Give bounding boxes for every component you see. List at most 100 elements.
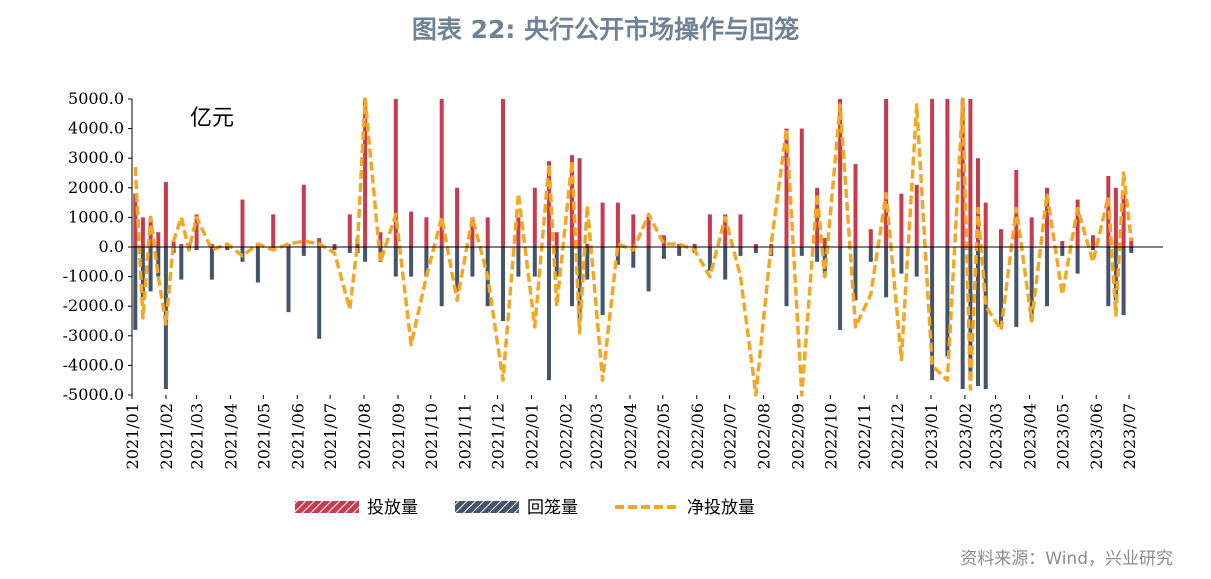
invest-bar xyxy=(424,217,429,247)
invest-bar xyxy=(347,214,352,247)
x-tick-label: 2021/08 xyxy=(355,403,374,469)
withdraw-bar xyxy=(1014,247,1019,327)
withdraw-bar xyxy=(317,247,322,339)
y-axis-ticks: 5000.0 4000.0 3000.0 2000.0 1000.0 0.0 -1000.0… xyxy=(63,89,132,404)
source-note: 资料来源：Wind，兴业研究 xyxy=(960,549,1173,569)
withdraw-bar xyxy=(455,247,460,292)
x-tick-label: 2022/03 xyxy=(587,403,606,469)
invest-bar xyxy=(1113,187,1118,247)
page-title: 图表 22: 央行公开市场操作与回笼 xyxy=(411,15,800,44)
invest-bar xyxy=(945,99,950,247)
invest-bar xyxy=(140,217,145,247)
invest-bar xyxy=(1091,235,1095,247)
invest-bar xyxy=(501,99,505,247)
invest-bar xyxy=(738,214,743,247)
withdraw-bar xyxy=(976,247,980,387)
x-tick-label: 2022/08 xyxy=(755,403,774,469)
withdraw-bar xyxy=(799,247,804,256)
withdraw-bar xyxy=(960,247,965,390)
withdraw-bar xyxy=(838,247,843,330)
withdraw-bar xyxy=(532,247,537,277)
invest-bar xyxy=(532,187,537,247)
invest-bar xyxy=(769,244,774,247)
y-tick-label: 5000.0 xyxy=(68,89,124,108)
invest-bar xyxy=(914,184,919,247)
withdraw-bar xyxy=(884,247,889,298)
withdraw-bar xyxy=(1129,247,1134,253)
y-tick-label: 0.0 xyxy=(99,237,124,256)
invest-bar xyxy=(677,244,682,247)
y-tick-label: 2000.0 xyxy=(68,178,124,197)
invest-bar xyxy=(631,214,636,247)
withdraw-bar xyxy=(1060,247,1065,256)
y-tick-label: -1000.0 xyxy=(63,267,124,286)
x-tick-label: 2021/03 xyxy=(188,403,207,469)
x-tick-label: 2021/04 xyxy=(222,403,241,469)
withdraw-bar xyxy=(156,247,161,277)
invest-bar xyxy=(983,202,988,247)
invest-bar xyxy=(271,214,276,247)
invest-bar xyxy=(485,217,490,247)
y-tick-label: -4000.0 xyxy=(63,355,124,374)
x-tick-label: 2022/02 xyxy=(556,403,575,469)
withdraw-bar xyxy=(899,247,904,274)
x-tick-label: 2021/06 xyxy=(288,403,307,469)
invest-bar xyxy=(899,193,904,247)
invest-bar xyxy=(822,238,827,247)
withdraw-bar xyxy=(723,247,728,280)
x-tick-label: 2023/01 xyxy=(922,403,941,469)
legend-label-withdraw: 回笼量 xyxy=(527,498,578,518)
x-tick-label: 2022/05 xyxy=(654,403,673,469)
invest-bar xyxy=(332,244,337,247)
withdraw-bar xyxy=(661,247,666,259)
withdraw-bar xyxy=(301,247,306,256)
withdraw-bar xyxy=(393,247,398,277)
unit-label: 亿元 xyxy=(190,106,234,131)
x-tick-label: 2021/07 xyxy=(321,403,340,469)
invest-bar xyxy=(868,229,873,247)
withdraw-bar xyxy=(585,247,590,280)
legend-label-invest: 投放量 xyxy=(367,498,418,518)
invest-bar xyxy=(753,244,758,247)
invest-bar xyxy=(179,244,184,247)
withdraw-bar xyxy=(255,247,260,283)
invest-bar xyxy=(784,128,789,247)
bar-layer xyxy=(133,99,1134,390)
withdraw-bar xyxy=(516,247,521,277)
x-tick-label: 2023/02 xyxy=(956,403,975,469)
invest-bar xyxy=(209,244,214,247)
x-tick-label: 2022/12 xyxy=(888,403,907,469)
invest-bar xyxy=(815,187,820,247)
withdraw-bar xyxy=(194,247,199,250)
withdraw-bar xyxy=(914,247,919,277)
invest-bar xyxy=(930,99,935,247)
invest-bar xyxy=(1029,217,1034,247)
invest-bar xyxy=(692,244,697,247)
withdraw-bar xyxy=(209,247,214,280)
invest-bar xyxy=(853,164,858,247)
withdraw-bar xyxy=(424,247,429,277)
x-tick-label: 2023/07 xyxy=(1120,403,1139,469)
withdraw-bar xyxy=(347,247,352,253)
x-tick-label: 2022/06 xyxy=(688,403,707,469)
invest-bar xyxy=(439,99,444,247)
withdraw-bar xyxy=(738,247,743,256)
withdraw-bar xyxy=(853,247,858,301)
y-tick-label: 4000.0 xyxy=(68,119,124,138)
withdraw-bar xyxy=(646,247,651,292)
axes xyxy=(131,99,1163,395)
withdraw-bar xyxy=(1045,247,1049,307)
invest-bar xyxy=(409,211,414,247)
x-tick-label: 2021/11 xyxy=(456,403,475,469)
x-tick-label: 2021/05 xyxy=(254,403,273,469)
invest-bar xyxy=(516,217,521,247)
legend: 投放量 回笼量 净投放量 xyxy=(295,498,755,518)
x-tick-label: 2022/01 xyxy=(523,403,542,469)
y-tick-label: 1000.0 xyxy=(68,207,124,226)
withdraw-bar xyxy=(470,247,475,277)
withdraw-bar xyxy=(983,247,988,390)
x-tick-label: 2021/02 xyxy=(157,403,176,469)
x-tick-label: 2022/07 xyxy=(721,403,740,469)
withdraw-bar xyxy=(753,247,758,253)
